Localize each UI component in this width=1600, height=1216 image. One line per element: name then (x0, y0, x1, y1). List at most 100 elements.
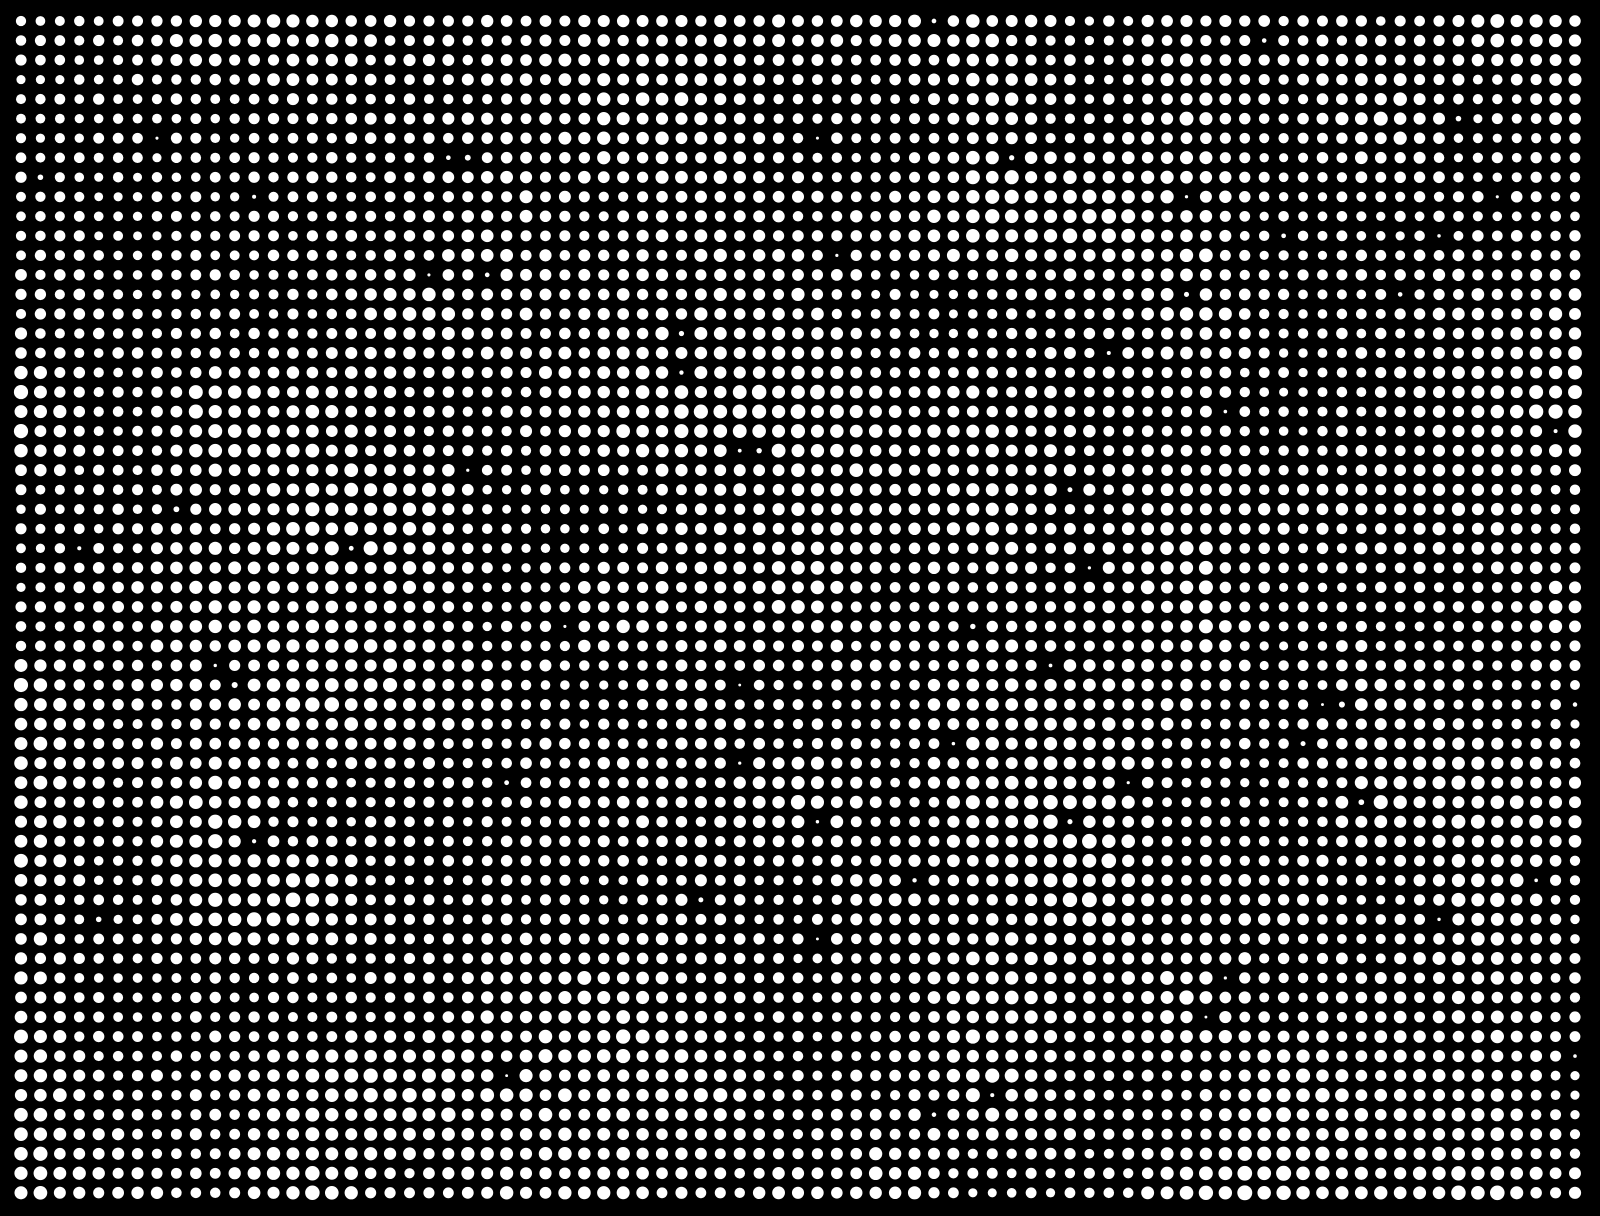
halftone-dot (714, 874, 726, 886)
halftone-dot (539, 171, 552, 183)
halftone-dot (247, 795, 261, 809)
halftone-dot (481, 738, 493, 750)
halftone-dot (1397, 292, 1403, 297)
halftone-dot (1277, 1030, 1290, 1043)
halftone-dot (364, 835, 377, 848)
halftone-dot (112, 1050, 124, 1062)
halftone-dot (14, 659, 28, 672)
halftone-dot (1122, 718, 1135, 730)
halftone-dot (1180, 952, 1193, 965)
halftone-dot (1084, 1187, 1095, 1198)
halftone-dot (1006, 913, 1018, 925)
halftone-dot (152, 1031, 162, 1042)
halftone-dot (616, 971, 630, 985)
halftone-dot (1238, 913, 1252, 926)
halftone-dot (908, 522, 921, 536)
halftone-dot (267, 113, 280, 125)
halftone-dot (908, 932, 921, 946)
halftone-dot (560, 680, 570, 690)
halftone-dot (481, 425, 493, 437)
halftone-dot (579, 524, 589, 534)
halftone-dot (812, 1031, 823, 1042)
halftone-dot (1141, 990, 1155, 1005)
halftone-dot (579, 230, 590, 241)
halftone-dot (1510, 835, 1523, 848)
halftone-dot (442, 659, 455, 672)
halftone-dot (442, 541, 455, 555)
halftone-dot (888, 424, 902, 438)
halftone-dot (1317, 269, 1328, 281)
halftone-dot (1394, 601, 1406, 613)
halftone-dot (889, 562, 901, 574)
halftone-dot (170, 347, 182, 359)
halftone-dot (287, 211, 299, 222)
halftone-dot (733, 1128, 746, 1141)
halftone-dot (34, 913, 47, 926)
halftone-dot (1199, 112, 1213, 126)
halftone-dot (539, 249, 552, 262)
halftone-dot (1472, 230, 1484, 242)
halftone-dot (985, 53, 999, 67)
halftone-dot (403, 777, 416, 789)
halftone-dot (1510, 815, 1523, 828)
halftone-dot (500, 132, 513, 145)
halftone-dot (1453, 699, 1464, 710)
halftone-dot (1141, 151, 1154, 164)
halftone-dot (1432, 834, 1446, 848)
halftone-dot (1259, 602, 1269, 612)
halftone-dot (713, 1108, 727, 1122)
halftone-dot (1122, 347, 1135, 359)
halftone-dot (170, 581, 183, 594)
halftone-dot (520, 230, 532, 242)
halftone-dot (169, 834, 183, 848)
halftone-dot (1452, 835, 1465, 848)
halftone-dot (171, 113, 182, 124)
halftone-dot (870, 582, 882, 593)
halftone-dot (1511, 113, 1522, 124)
halftone-dot (1239, 562, 1251, 574)
halftone-dot (1511, 640, 1523, 652)
halftone-dot (248, 953, 260, 964)
halftone-dot (1024, 854, 1038, 867)
halftone-dot (1510, 1030, 1523, 1043)
halftone-dot (1024, 1088, 1038, 1102)
halftone-dot (228, 737, 241, 750)
halftone-dot (539, 34, 552, 47)
halftone-dot (170, 639, 183, 653)
halftone-dot (1005, 971, 1019, 985)
halftone-dot (325, 483, 338, 496)
halftone-dot (928, 1167, 940, 1180)
halftone-dot (403, 542, 416, 555)
halftone-dot (481, 816, 493, 828)
halftone-dot (1336, 523, 1348, 535)
halftone-dot (714, 620, 727, 633)
halftone-dot (1258, 54, 1270, 66)
halftone-dot (190, 328, 202, 339)
halftone-dot (616, 1146, 630, 1161)
halftone-dot (1043, 756, 1058, 770)
halftone-dot (364, 913, 377, 926)
halftone-dot (637, 640, 648, 652)
halftone-dot (189, 834, 203, 848)
halftone-dot (985, 229, 999, 243)
halftone-dot (1432, 268, 1446, 282)
halftone-dot (617, 464, 629, 476)
halftone-dot (210, 133, 221, 144)
halftone-dot (1356, 328, 1367, 339)
halftone-dot (1472, 269, 1484, 281)
halftone-dot (1200, 796, 1212, 808)
halftone-dot (1355, 659, 1368, 672)
halftone-dot (482, 621, 492, 632)
halftone-dot (421, 482, 436, 497)
halftone-dot (597, 171, 610, 184)
halftone-dot (675, 308, 688, 320)
halftone-dot (753, 737, 766, 750)
halftone-dot (1336, 640, 1348, 652)
halftone-dot (268, 328, 279, 339)
halftone-dot (1180, 894, 1193, 906)
halftone-dot (15, 640, 27, 652)
halftone-dot (1024, 951, 1038, 966)
halftone-dot (1569, 875, 1581, 886)
halftone-dot (287, 601, 299, 613)
halftone-dot (869, 385, 883, 399)
